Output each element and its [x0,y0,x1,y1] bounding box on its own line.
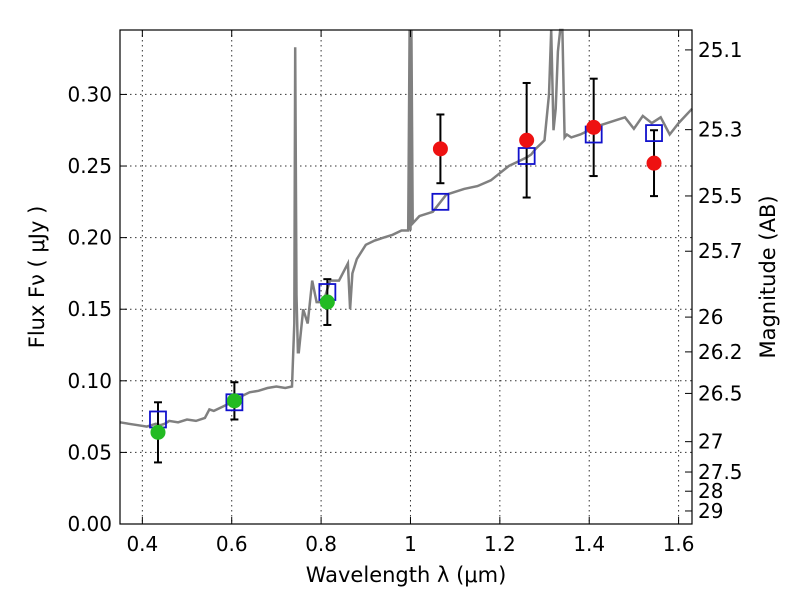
magnitude-tick-label: 26.2 [698,340,743,364]
y-tick-label: 0.30 [67,82,112,106]
magnitude-tick-label: 29 [698,499,723,523]
y-tick-label: 0.15 [67,297,112,321]
x-axis-title: Wavelength λ (μm) [306,563,507,587]
data-markers [149,77,663,464]
magnitude-tick-label: 26 [698,305,723,329]
x-tick-label: 1.4 [573,532,605,556]
tick-marks [120,30,692,525]
model-photometry-square [645,124,663,142]
x-tick-label: 1.2 [484,532,516,556]
model-photometry-square [431,192,450,211]
y-tick-label: 0.25 [67,154,112,178]
x-tick-label: 1 [404,532,417,556]
model-spectrum-line [119,28,693,428]
tick-labels: 0.4 0.6 0.8 1 1.2 1.4 1.6 0.00 0.05 0.10 0.15 0.20 0… [67,38,742,556]
magnitude-tick-label: 27 [698,430,723,454]
right-y-axis-title: Magnitude (AB) [756,195,780,358]
x-tick-label: 0.8 [305,532,337,556]
magnitude-tick-label: 27.5 [698,460,743,484]
magnitude-tick-label: 25.7 [698,239,743,263]
y-tick-label: 0.20 [67,226,112,250]
x-tick-label: 0.4 [126,532,158,556]
magnitude-tick-label: 25.1 [698,38,743,62]
optical-data-point [319,294,335,310]
x-tick-label: 0.6 [216,532,248,556]
magnitude-tick-label: 25.5 [698,184,743,208]
magnitude-tick-label: 25.3 [698,118,743,142]
model-photometry-square [517,147,536,165]
optical-data-point [226,393,242,409]
optical-data-point [150,424,166,440]
nir-data-point [432,141,448,157]
nir-data-point [519,132,535,148]
nir-data-point [646,155,662,171]
y-tick-label: 0.10 [67,369,112,393]
y-axis-title: Flux Fν ( μJy ) [25,206,49,349]
magnitude-tick-label: 26.5 [698,381,743,405]
plot-frame [119,29,693,525]
nir-data-point [586,119,602,135]
y-tick-label: 0.05 [67,440,112,464]
grid-lines [120,30,692,525]
magnitude-tick-label: 28 [698,479,723,503]
y-tick-label: 0.00 [67,512,112,536]
x-tick-label: 1.6 [663,532,695,556]
